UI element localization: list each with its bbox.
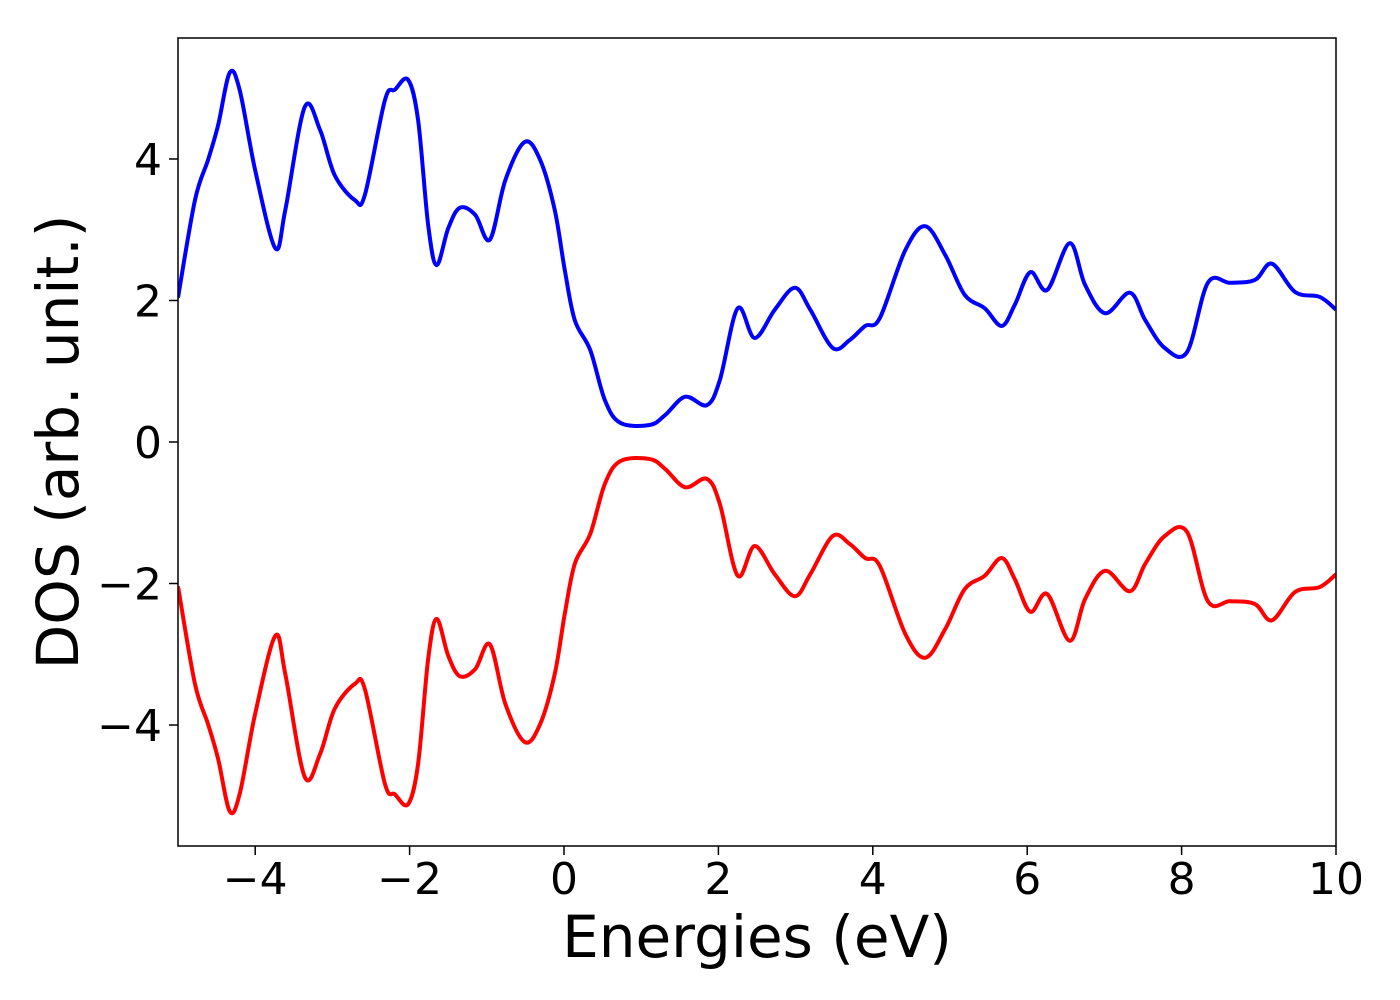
x-tick-label: 4 [859,854,887,905]
x-tick-label: −2 [377,854,442,905]
y-tick-label: 0 [134,418,162,469]
x-tick-label: 8 [1168,854,1196,905]
x-tick-label: 2 [704,854,732,905]
x-tick-label: 10 [1308,854,1364,905]
y-tick-label: 2 [134,276,162,327]
series-line [178,455,1336,816]
x-tick-label: −4 [223,854,288,905]
x-axis-label: Energies (eV) [562,903,952,971]
y-axis-label: DOS (arb. unit.) [24,215,92,670]
series-line [178,68,1336,429]
y-tick-label: 4 [134,135,162,186]
y-tick-label: −4 [97,701,162,752]
y-tick-label: −2 [97,560,162,611]
x-tick-label: 0 [550,854,578,905]
x-tick-label: 6 [1013,854,1041,905]
plot-frame [177,37,1337,847]
